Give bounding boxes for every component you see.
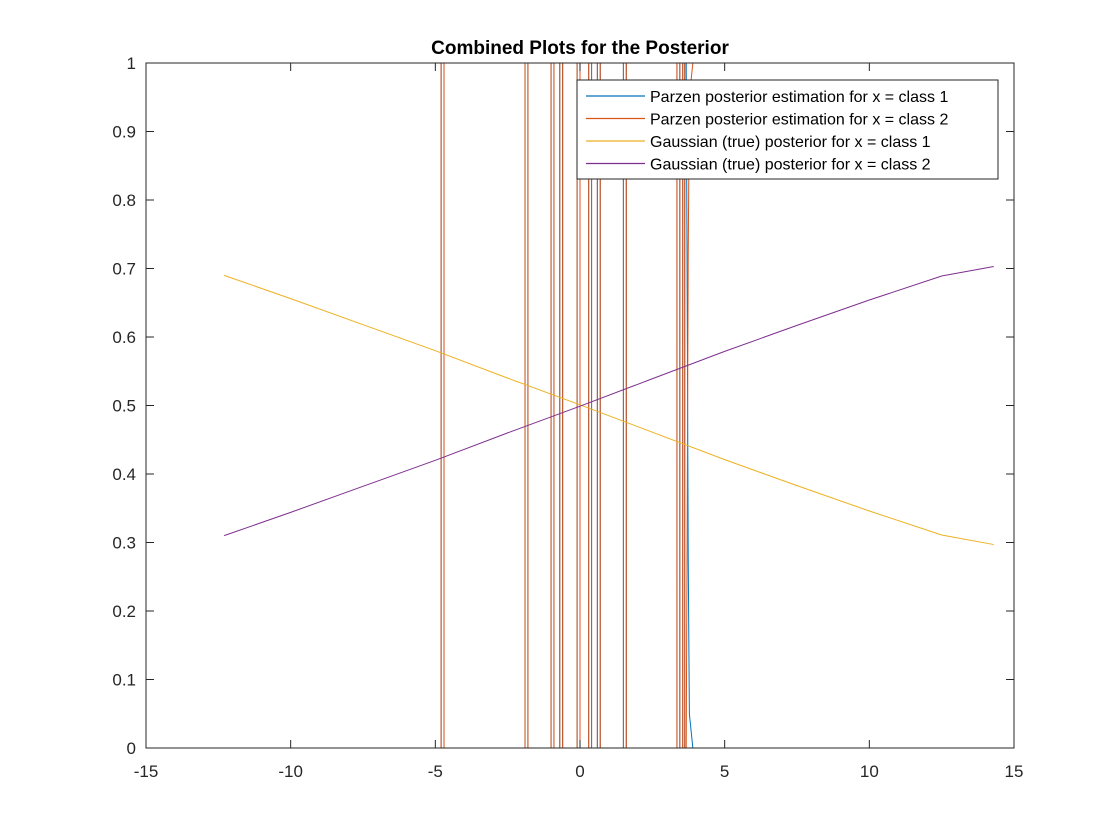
x-tick-label: 15 (1005, 762, 1024, 781)
y-tick-label: 0 (127, 739, 136, 758)
legend-label-2: Parzen posterior estimation for x = clas… (650, 112, 948, 129)
y-tick-label: 0.6 (112, 328, 136, 347)
y-tick-label: 0.9 (112, 123, 136, 142)
legend-box (576, 79, 999, 180)
y-tick-label: 0.5 (112, 397, 136, 416)
x-tick-label: -15 (134, 762, 159, 781)
legend: Parzen posterior estimation for x = clas… (576, 79, 999, 180)
y-tick-label: 0.1 (112, 671, 136, 690)
y-tick-label: 0.7 (112, 260, 136, 279)
x-tick-label: 5 (720, 762, 729, 781)
chart-title: Combined Plots for the Posterior (431, 38, 729, 59)
x-tick-label: -10 (278, 762, 303, 781)
legend-label-1: Parzen posterior estimation for x = clas… (650, 89, 948, 106)
y-tick-label: 0.4 (112, 465, 136, 484)
series-line-4 (223, 265, 994, 537)
y-tick-label: 0.8 (112, 191, 136, 210)
x-tick-label: 10 (860, 762, 879, 781)
y-tick-label: 0.3 (112, 534, 136, 553)
x-tick-label: -5 (428, 762, 443, 781)
y-tick-label: 0.2 (112, 602, 136, 621)
x-tick-label: 0 (575, 762, 584, 781)
series-line-3 (223, 274, 994, 546)
ticks-layer: -15 -10 -5 0 5 10 15 0 0.1 0.2 0.3 0.4 0.5 0.6 0.7 0.8 0… (112, 54, 1023, 781)
legend-label-3: Gaussian (true) posterior for x = class … (650, 134, 931, 151)
legend-label-4: Gaussian (true) posterior for x = class … (650, 157, 931, 174)
y-tick-label: 1 (127, 54, 136, 73)
